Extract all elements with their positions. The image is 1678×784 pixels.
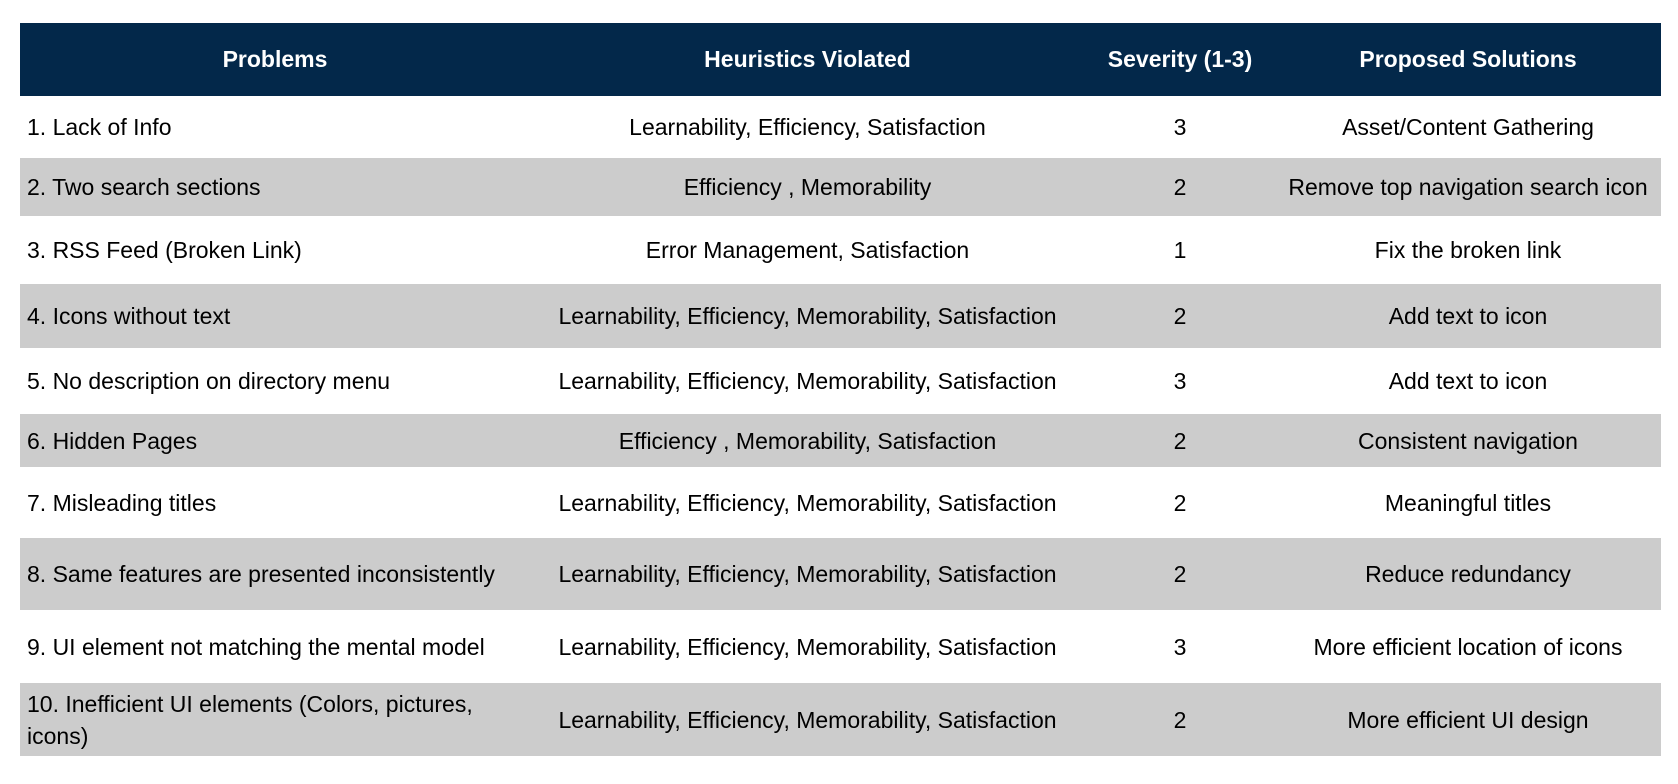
cell-heuristics: Learnability, Efficiency, Memorability, …: [530, 284, 1085, 348]
table-row: 8. Same features are presented inconsist…: [20, 538, 1661, 610]
table-row: 9. UI element not matching the mental mo…: [20, 610, 1661, 683]
heuristic-evaluation-table: Problems Heuristics Violated Severity (1…: [20, 23, 1661, 756]
header-row: Problems Heuristics Violated Severity (1…: [20, 23, 1661, 96]
cell-problem: 1. Lack of Info: [27, 114, 172, 140]
table-row: 5. No description on directory menu Lear…: [20, 348, 1661, 414]
table-row: 3. RSS Feed (Broken Link) Error Manageme…: [20, 216, 1661, 284]
header-heuristics-violated: Heuristics Violated: [704, 46, 911, 72]
cell-severity: 2: [1085, 414, 1275, 467]
table-row: 7. Misleading titles Learnability, Effic…: [20, 467, 1661, 538]
cell-severity: 2: [1085, 158, 1275, 216]
cell-problem: 6. Hidden Pages: [20, 414, 530, 467]
cell-solution: Meaningful titles: [1384, 489, 1552, 516]
table-row: 2. Two search sections Efficiency , Memo…: [20, 158, 1661, 216]
cell-solution: More efficient location of icons: [1313, 633, 1623, 660]
cell-severity: 2: [1085, 284, 1275, 348]
cell-problem: 8. Same features are presented inconsist…: [20, 538, 530, 610]
cell-solution: More efficient UI design: [1275, 683, 1661, 756]
cell-heuristics: Efficiency , Memorability: [530, 158, 1085, 216]
heuristic-evaluation-table-container: Problems Heuristics Violated Severity (1…: [20, 23, 1661, 756]
cell-solution: Add text to icon: [1388, 368, 1548, 394]
cell-severity: 1: [1173, 237, 1187, 263]
cell-solution: Remove top navigation search icon: [1275, 158, 1661, 216]
header-proposed-solutions: Proposed Solutions: [1359, 46, 1577, 72]
cell-problem: 2. Two search sections: [20, 158, 530, 216]
cell-heuristics: Learnability, Efficiency, Memorability, …: [530, 538, 1085, 610]
cell-heuristics: Learnability, Efficiency, Memorability, …: [558, 633, 1057, 660]
cell-heuristics: Learnability, Efficiency, Memorability, …: [530, 683, 1085, 756]
cell-heuristics: Error Management, Satisfaction: [645, 237, 970, 263]
cell-severity: 2: [1085, 683, 1275, 756]
table-header: Problems Heuristics Violated Severity (1…: [20, 23, 1661, 96]
table-row: 1. Lack of Info Learnability, Efficiency…: [20, 96, 1661, 158]
cell-problem: 5. No description on directory menu: [27, 368, 391, 394]
cell-solution: Fix the broken link: [1374, 237, 1562, 263]
cell-heuristics: Learnability, Efficiency, Satisfaction: [629, 114, 986, 140]
cell-problem: 10. Inefficient UI elements (Colors, pic…: [20, 683, 530, 756]
cell-problem: 7. Misleading titles: [27, 489, 217, 516]
cell-severity: 2: [1173, 489, 1187, 516]
cell-heuristics: Learnability, Efficiency, Memorability, …: [558, 489, 1057, 516]
cell-solution: Add text to icon: [1275, 284, 1661, 348]
cell-problem: 4. Icons without text: [20, 284, 530, 348]
cell-solution: Reduce redundancy: [1275, 538, 1661, 610]
cell-heuristics: Efficiency , Memorability, Satisfaction: [530, 414, 1085, 467]
cell-severity: 3: [1173, 368, 1187, 394]
header-problems: Problems: [222, 46, 328, 72]
cell-severity: 3: [1173, 114, 1187, 140]
table-row: 6. Hidden Pages Efficiency , Memorabilit…: [20, 414, 1661, 467]
cell-solution: Asset/Content Gathering: [1342, 114, 1594, 140]
cell-problem: 3. RSS Feed (Broken Link): [27, 237, 302, 263]
cell-severity: 3: [1173, 633, 1187, 660]
cell-problem: 9. UI element not matching the mental mo…: [27, 633, 485, 660]
cell-severity: 2: [1085, 538, 1275, 610]
cell-solution: Consistent navigation: [1275, 414, 1661, 467]
cell-heuristics: Learnability, Efficiency, Memorability, …: [558, 368, 1057, 394]
table-body: 1. Lack of Info Learnability, Efficiency…: [20, 96, 1661, 756]
table-row: 4. Icons without text Learnability, Effi…: [20, 284, 1661, 348]
table-row: 10. Inefficient UI elements (Colors, pic…: [20, 683, 1661, 756]
header-severity: Severity (1-3): [1107, 46, 1253, 72]
